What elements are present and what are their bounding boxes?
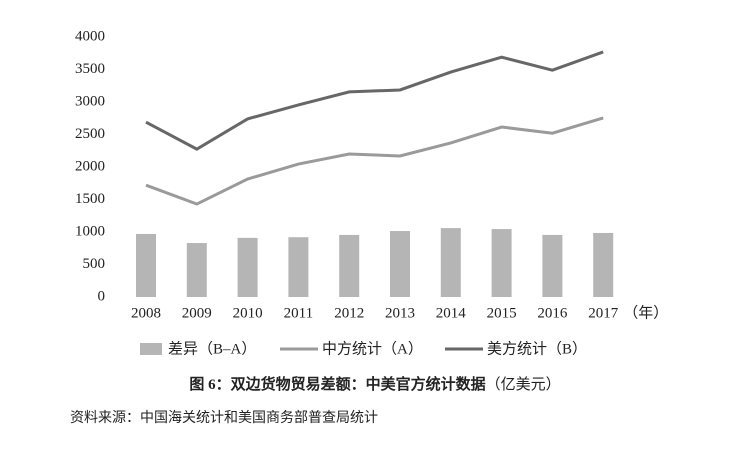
y-tick-label: 1500 bbox=[75, 191, 105, 207]
x-tick-label: 2016 bbox=[537, 305, 568, 321]
bar bbox=[186, 243, 207, 297]
y-tick-label: 0 bbox=[98, 288, 106, 304]
y-tick-label: 2000 bbox=[75, 158, 105, 174]
legend-label: 美方统计（B） bbox=[487, 340, 587, 357]
chart-title: 图 6：双边货物贸易差额：中美官方统计数据 bbox=[189, 375, 485, 393]
legend-label: 差异（B–A） bbox=[168, 340, 256, 357]
x-tick-label: 2009 bbox=[182, 305, 212, 321]
source-note: 资料来源：中国海关统计和美国商务部普查局统计 bbox=[70, 410, 378, 426]
legend-swatch bbox=[140, 343, 162, 355]
x-tick-label: 2013 bbox=[385, 305, 415, 321]
y-tick-label: 500 bbox=[83, 256, 106, 272]
x-unit: （年） bbox=[623, 304, 668, 321]
x-tick-label: 2011 bbox=[284, 305, 313, 321]
line bbox=[145, 50, 604, 151]
x-tick-label: 2012 bbox=[334, 305, 364, 321]
y-tick-label: 2500 bbox=[75, 126, 105, 142]
y-tick-label: 4000 bbox=[75, 28, 105, 44]
y-tick-label: 3500 bbox=[75, 61, 105, 77]
y-tick-label: 1000 bbox=[75, 223, 105, 239]
title-unit: （亿美元） bbox=[486, 376, 561, 393]
bar bbox=[491, 229, 512, 297]
line bbox=[145, 116, 604, 206]
x-tick-label: 2015 bbox=[487, 305, 517, 321]
bar bbox=[237, 237, 258, 297]
bar bbox=[339, 234, 360, 297]
bar bbox=[440, 228, 461, 297]
x-tick-label: 2017 bbox=[588, 305, 619, 321]
bar bbox=[288, 237, 309, 297]
x-tick-label: 2008 bbox=[131, 305, 161, 321]
legend-label: 中方统计（A） bbox=[322, 340, 423, 357]
chart-caption: 图 6：双边货物贸易差额：中美官方统计数据（亿美元） bbox=[189, 375, 560, 393]
bar bbox=[542, 234, 563, 297]
bar bbox=[390, 231, 410, 297]
bar bbox=[136, 233, 156, 297]
bar bbox=[593, 232, 614, 297]
x-tick-label: 2010 bbox=[233, 305, 263, 321]
y-tick-label: 3000 bbox=[75, 93, 105, 109]
x-tick-label: 2014 bbox=[436, 305, 467, 321]
